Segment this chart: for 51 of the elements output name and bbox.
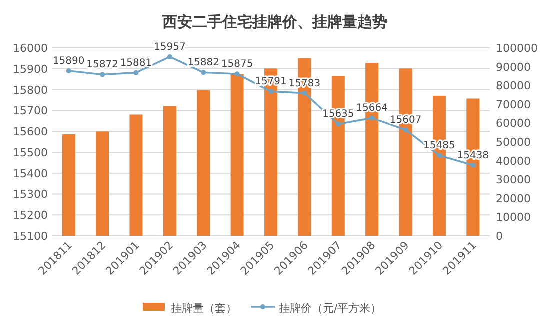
y2-tick-label: 10000	[496, 211, 531, 224]
data-label: 15957	[154, 42, 186, 53]
y-tick-label: 15700	[13, 104, 48, 118]
chart-title: 西安二手住宅挂牌价、挂牌量趋势	[162, 13, 388, 31]
y-tick-label: 15300	[13, 188, 48, 202]
y-tick-label: 15800	[13, 84, 48, 97]
bar	[230, 74, 244, 236]
y-tick-label: 15400	[13, 167, 48, 180]
y-tick-label: 15900	[13, 62, 48, 76]
y-tick-label: 15500	[13, 146, 48, 160]
point	[234, 72, 240, 77]
point	[66, 68, 72, 74]
y2-tick-label: 50000	[496, 136, 531, 149]
point	[134, 70, 139, 76]
data-label: 15872	[86, 60, 118, 71]
y-tick-label: 16000	[13, 42, 48, 55]
point	[436, 153, 442, 158]
data-label: 15875	[221, 59, 254, 70]
bar	[163, 106, 176, 236]
point	[201, 70, 206, 76]
y2-tick-label: 30000	[496, 174, 531, 187]
data-label: 15890	[52, 56, 85, 67]
y-tick-label: 15200	[13, 209, 48, 222]
point	[370, 116, 375, 121]
point	[403, 128, 408, 133]
y2-tick-label: 0	[496, 230, 503, 243]
point	[336, 122, 341, 127]
bar	[197, 90, 210, 236]
data-label: 15635	[322, 109, 354, 120]
point	[100, 72, 106, 78]
legend-label: 挂牌量（套）	[171, 302, 237, 315]
point	[302, 90, 308, 96]
y2-tick-label: 20000	[496, 192, 531, 206]
y2-tick-label: 100000	[496, 42, 538, 55]
y2-tick-label: 70000	[496, 98, 531, 112]
y-tick-label: 15600	[13, 126, 48, 139]
y2-tick-label: 60000	[496, 117, 531, 130]
data-label: 15881	[120, 58, 152, 69]
bar	[130, 114, 143, 236]
bar	[96, 132, 110, 236]
data-label: 15485	[424, 140, 456, 152]
legend-label: 挂牌价（元/平方米）	[279, 302, 382, 315]
point	[167, 54, 172, 60]
point	[268, 89, 274, 94]
y-tick-label: 15100	[13, 230, 48, 243]
y2-tick-label: 80000	[496, 80, 531, 93]
y2-tick-label: 90000	[496, 60, 531, 74]
bar	[62, 134, 76, 236]
y2-tick-label: 40000	[496, 154, 531, 168]
point	[470, 162, 476, 168]
data-label: 15882	[188, 58, 220, 69]
